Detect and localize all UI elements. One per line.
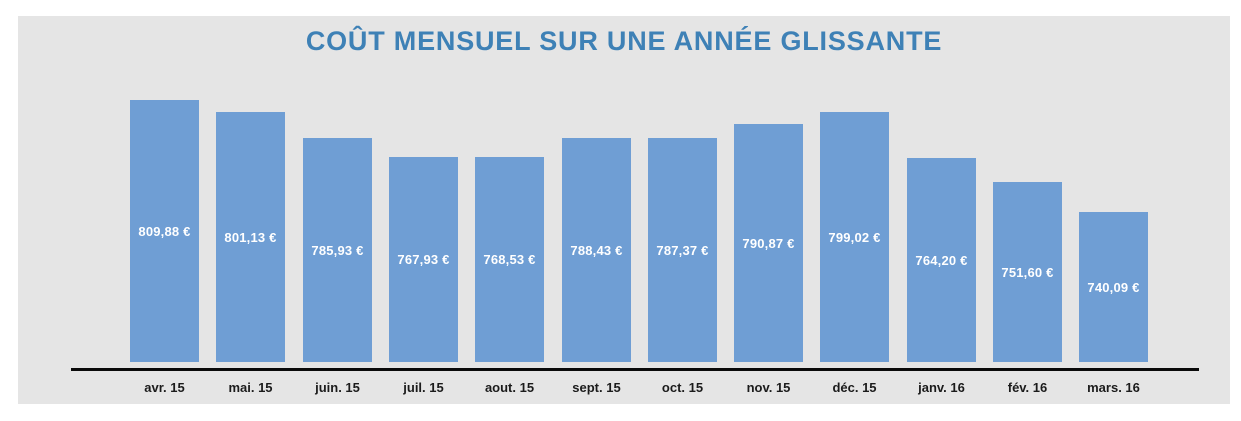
- bar-value-label: 799,02 €: [828, 229, 881, 245]
- bar-mai-15: 801,13 €: [216, 112, 285, 362]
- category-label-sept-15: sept. 15: [572, 380, 621, 395]
- chart-title: COÛT MENSUEL SUR UNE ANNÉE GLISSANTE: [305, 26, 943, 56]
- category-label-avr-15: avr. 15: [144, 380, 185, 395]
- bar-aout-15: 768,53 €: [475, 157, 544, 362]
- category-label-dec-15: déc. 15: [832, 380, 877, 395]
- bar-value-label: 788,43 €: [570, 242, 623, 258]
- bar-dec-15: 799,02 €: [820, 112, 889, 362]
- bar-fev-16: 751,60 €: [993, 182, 1062, 362]
- bar-avr-15: 809,88 €: [130, 100, 199, 362]
- category-label-fev-16: fév. 16: [1007, 380, 1048, 395]
- bar-juil-15: 767,93 €: [389, 157, 458, 362]
- category-label-juin-15: juin. 15: [315, 380, 360, 395]
- bar-value-label: 790,87 €: [742, 235, 795, 251]
- bar-mars-16: 740,09 €: [1079, 212, 1148, 362]
- category-label-aout-15: aout. 15: [484, 380, 535, 395]
- bar-value-label: 809,88 €: [138, 223, 191, 239]
- bar-chart: 809,88 € avr. 15 801,13 € mai. 15 785,93 € ju…: [18, 16, 1230, 404]
- category-label-nov-15: nov. 15: [746, 380, 791, 395]
- category-label-juil-15: juil. 15: [403, 380, 444, 395]
- bar-value-label: 767,93 €: [397, 252, 450, 267]
- bar-sept-15: 788,43 €: [562, 138, 631, 362]
- bar-value-label: 764,20 €: [915, 252, 968, 268]
- bar-value-label: 751,60 €: [1001, 264, 1054, 280]
- bar-value-label: 787,37 €: [656, 242, 709, 258]
- category-label-oct-15: oct. 15: [661, 380, 704, 395]
- chart-panel: COÛT MENSUEL SUR UNE ANNÉE GLISSANTE 809…: [18, 16, 1230, 404]
- bar-value-label: 768,53 €: [483, 252, 536, 267]
- bar-value-label: 785,93 €: [311, 242, 364, 258]
- x-axis-line: [71, 368, 1199, 371]
- bar-janv-16: 764,20 €: [907, 158, 976, 362]
- bar-nov-15: 790,87 €: [734, 124, 803, 362]
- bar-juin-15: 785,93 €: [303, 138, 372, 362]
- category-label-janv-16: janv. 16: [918, 380, 965, 395]
- category-label-mars-16: mars. 16: [1087, 380, 1140, 395]
- bar-value-label: 801,13 €: [224, 229, 277, 245]
- bar-value-label: 740,09 €: [1087, 279, 1140, 295]
- bar-oct-15: 787,37 €: [648, 138, 717, 362]
- category-label-mai-15: mai. 15: [228, 380, 273, 395]
